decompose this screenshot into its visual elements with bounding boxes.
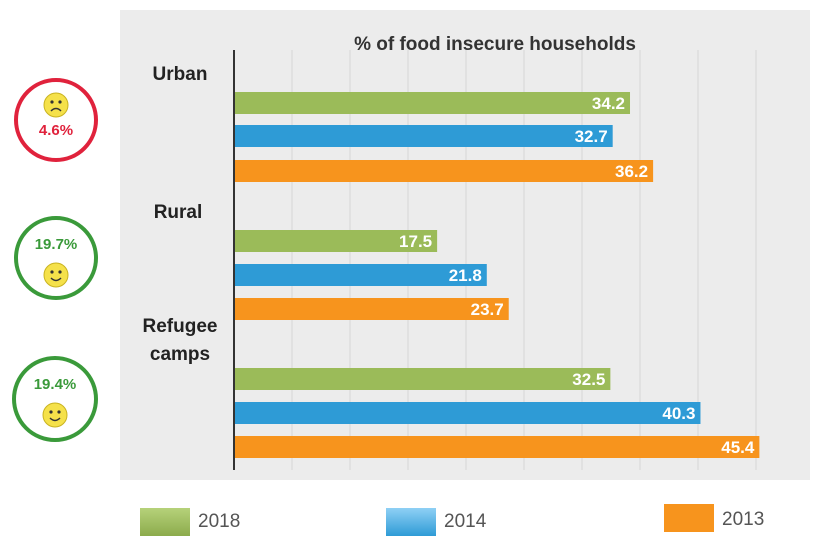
category-label: Rural [154, 202, 203, 223]
category-label: Refugee camps [143, 316, 218, 365]
legend-swatch-2018 [140, 508, 190, 536]
badge-value: 4.6% [38, 122, 74, 139]
bar-value-label: 34.2 [592, 94, 625, 113]
bar-value-label: 32.7 [575, 127, 608, 146]
bar-value-label: 36.2 [615, 162, 648, 181]
badge-value: 19.4% [33, 376, 77, 393]
legend-label-2013: 2013 [722, 509, 765, 530]
bar-2018 [235, 230, 438, 252]
urban-change-badge: 4.6% [14, 78, 98, 162]
chart-panel: % of food insecure households Urban Rural R… [120, 10, 810, 480]
badge-value: 19.7% [34, 236, 78, 253]
bar-chart: % of food insecure households Urban Rural R… [143, 34, 760, 470]
bar-value-label: 21.8 [449, 266, 482, 285]
smiley-face-icon [42, 402, 68, 428]
rural-change-badge: 19.7% [14, 216, 98, 300]
bar-2013 [235, 298, 509, 320]
bar-2013 [235, 160, 654, 182]
bar-value-label: 40.3 [662, 404, 695, 423]
legend-label-2018: 2018 [198, 511, 241, 532]
smiley-face-icon [43, 262, 69, 288]
bar-2014 [235, 125, 613, 147]
bar-2014 [235, 402, 701, 424]
bar-2018 [235, 368, 611, 390]
chart-title: % of food insecure households [354, 34, 636, 55]
bar-value-label: 17.5 [399, 232, 432, 251]
legend-swatch-2014 [386, 508, 436, 536]
bar-2013 [235, 436, 760, 458]
bar-value-label: 45.4 [721, 438, 755, 457]
bar-2014 [235, 264, 487, 286]
bar-value-label: 32.5 [572, 370, 605, 389]
bar-value-label: 23.7 [471, 300, 504, 319]
legend-swatch-2013 [664, 504, 714, 532]
sad-face-icon [43, 92, 69, 118]
bar-2018 [235, 92, 631, 114]
category-label: Urban [153, 64, 208, 85]
legend-label-2014: 2014 [444, 511, 487, 532]
refugee-change-badge: 19.4% [12, 356, 98, 442]
